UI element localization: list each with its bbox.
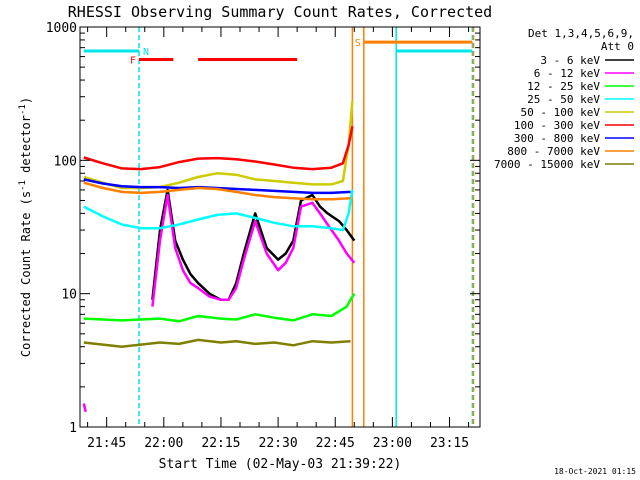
plot-frame: [79, 26, 481, 428]
y-tick-label-1: 10: [61, 288, 77, 303]
x-tick-label-0: 21:45: [87, 436, 126, 451]
y-axis-label-mid: detector: [19, 115, 33, 180]
legend-label-5: 100 - 300 keV: [514, 119, 600, 132]
plot-area: NF S 1 10 100 1000 21:45 22:00 22:15 22:30 22:45…: [46, 21, 481, 451]
y-tick-label-2: 100: [54, 154, 77, 169]
x-tick-label-6: 23:15: [430, 436, 469, 451]
footer-timestamp: 18-Oct-2021 01:15: [554, 467, 636, 476]
legend-label-0: 3 - 6 keV: [540, 54, 600, 67]
y-axis-label-sup1: -1: [18, 180, 28, 191]
x-tick-label-2: 22:15: [201, 436, 240, 451]
series-line-3: [83, 189, 354, 232]
indicator-label-S: S: [355, 38, 361, 49]
series-line-7: [83, 181, 351, 201]
indicator-label-N: N: [143, 47, 149, 58]
y-axis-label: Corrected Count Rate (s-1 detector-1): [18, 97, 33, 357]
legend-title-2: Att 0: [601, 40, 634, 53]
x-tick-label-4: 22:45: [316, 436, 355, 451]
y-axis-label-end: ): [19, 97, 33, 104]
indicator-label-F: F: [130, 56, 136, 67]
legend-title-1: Det 1,3,4,5,6,9,: [528, 27, 634, 40]
y-axis-label-sup2: -1: [18, 104, 28, 115]
legend-label-1: 6 - 12 keV: [534, 67, 601, 80]
x-axis-label: Start Time (02-May-03 21:39:22): [159, 457, 402, 472]
x-tick-label-1: 22:00: [144, 436, 183, 451]
legend-label-4: 50 - 100 keV: [521, 106, 601, 119]
legend-label-7: 800 - 7000 keV: [507, 145, 600, 158]
series-line-5: [83, 126, 354, 171]
series-line-8: [83, 338, 351, 348]
legend-label-3: 25 - 50 keV: [527, 93, 600, 106]
legend-label-8: 7000 - 15000 keV: [494, 158, 600, 171]
chart-title: RHESSI Observing Summary Count Rates, Co…: [68, 3, 492, 21]
series-line-2: [83, 293, 356, 323]
y-axis-label-main: Corrected Count Rate (s: [19, 191, 33, 357]
y-tick-label-3: 1000: [46, 21, 77, 36]
x-tick-label-5: 23:00: [373, 436, 412, 451]
legend-label-6: 300 - 800 keV: [514, 132, 600, 145]
y-tick-label-0: 1: [69, 421, 77, 436]
series-line-1: [82, 193, 356, 413]
series-line-0: [151, 188, 356, 302]
legend-label-2: 12 - 25 keV: [527, 80, 600, 93]
x-tick-label-3: 22:30: [259, 436, 298, 451]
